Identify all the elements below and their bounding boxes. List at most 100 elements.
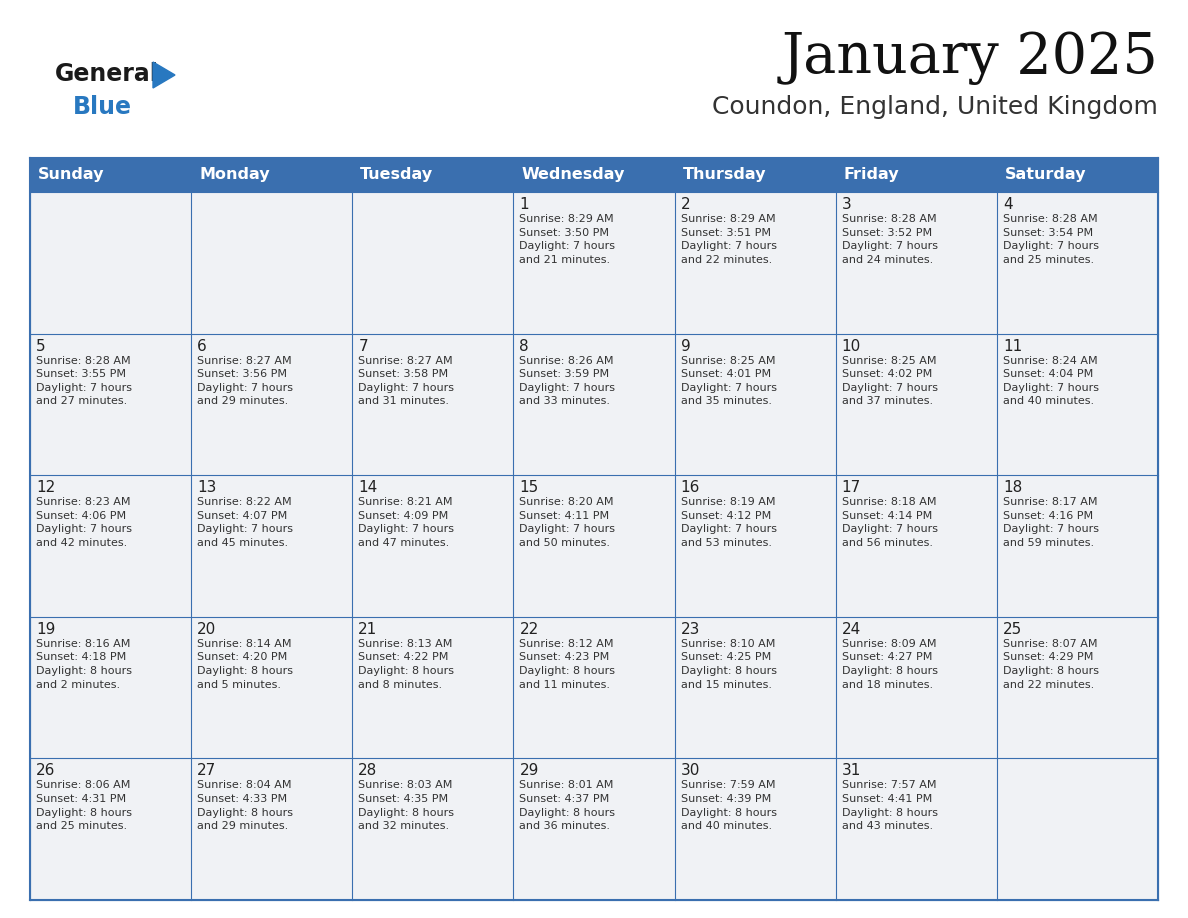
Text: 2: 2 (681, 197, 690, 212)
Bar (191, 617, 353, 758)
Text: Sunrise: 8:22 AM
Sunset: 4:07 PM
Daylight: 7 hours
and 45 minutes.: Sunrise: 8:22 AM Sunset: 4:07 PM Dayligh… (197, 498, 293, 548)
Text: 23: 23 (681, 621, 700, 637)
Bar (997, 192, 1158, 333)
Bar (191, 192, 353, 333)
Bar (675, 158, 835, 192)
Text: Sunrise: 8:27 AM
Sunset: 3:56 PM
Daylight: 7 hours
and 29 minutes.: Sunrise: 8:27 AM Sunset: 3:56 PM Dayligh… (197, 355, 293, 407)
Text: Sunrise: 8:14 AM
Sunset: 4:20 PM
Daylight: 8 hours
and 5 minutes.: Sunrise: 8:14 AM Sunset: 4:20 PM Dayligh… (197, 639, 293, 689)
Bar (191, 333, 353, 476)
Text: Sunrise: 8:28 AM
Sunset: 3:52 PM
Daylight: 7 hours
and 24 minutes.: Sunrise: 8:28 AM Sunset: 3:52 PM Dayligh… (842, 214, 937, 264)
Bar (30, 158, 191, 192)
Text: Sunrise: 8:04 AM
Sunset: 4:33 PM
Daylight: 8 hours
and 29 minutes.: Sunrise: 8:04 AM Sunset: 4:33 PM Dayligh… (197, 780, 293, 831)
Text: Sunrise: 8:16 AM
Sunset: 4:18 PM
Daylight: 8 hours
and 2 minutes.: Sunrise: 8:16 AM Sunset: 4:18 PM Dayligh… (36, 639, 132, 689)
Text: Sunrise: 8:19 AM
Sunset: 4:12 PM
Daylight: 7 hours
and 53 minutes.: Sunrise: 8:19 AM Sunset: 4:12 PM Dayligh… (681, 498, 777, 548)
Text: Sunrise: 8:20 AM
Sunset: 4:11 PM
Daylight: 7 hours
and 50 minutes.: Sunrise: 8:20 AM Sunset: 4:11 PM Dayligh… (519, 498, 615, 548)
Bar (30, 192, 191, 333)
Bar (353, 476, 513, 617)
Text: 27: 27 (197, 764, 216, 778)
Text: General: General (55, 62, 159, 86)
Text: Sunrise: 8:10 AM
Sunset: 4:25 PM
Daylight: 8 hours
and 15 minutes.: Sunrise: 8:10 AM Sunset: 4:25 PM Dayligh… (681, 639, 777, 689)
Text: 5: 5 (36, 339, 45, 353)
Bar (675, 192, 835, 333)
Text: Sunrise: 8:28 AM
Sunset: 3:55 PM
Daylight: 7 hours
and 27 minutes.: Sunrise: 8:28 AM Sunset: 3:55 PM Dayligh… (36, 355, 132, 407)
Text: 8: 8 (519, 339, 529, 353)
Bar (513, 758, 675, 900)
Bar (997, 758, 1158, 900)
Text: 13: 13 (197, 480, 216, 495)
Bar (353, 192, 513, 333)
Text: 24: 24 (842, 621, 861, 637)
Text: 17: 17 (842, 480, 861, 495)
Text: Sunrise: 8:07 AM
Sunset: 4:29 PM
Daylight: 8 hours
and 22 minutes.: Sunrise: 8:07 AM Sunset: 4:29 PM Dayligh… (1003, 639, 1099, 689)
Text: 26: 26 (36, 764, 56, 778)
Text: Sunrise: 8:17 AM
Sunset: 4:16 PM
Daylight: 7 hours
and 59 minutes.: Sunrise: 8:17 AM Sunset: 4:16 PM Dayligh… (1003, 498, 1099, 548)
Text: Sunrise: 8:28 AM
Sunset: 3:54 PM
Daylight: 7 hours
and 25 minutes.: Sunrise: 8:28 AM Sunset: 3:54 PM Dayligh… (1003, 214, 1099, 264)
Bar (835, 476, 997, 617)
Text: Sunrise: 8:27 AM
Sunset: 3:58 PM
Daylight: 7 hours
and 31 minutes.: Sunrise: 8:27 AM Sunset: 3:58 PM Dayligh… (359, 355, 454, 407)
Text: Friday: Friday (843, 167, 899, 183)
Bar (835, 158, 997, 192)
Text: January 2025: January 2025 (782, 30, 1158, 84)
Text: Sunrise: 7:57 AM
Sunset: 4:41 PM
Daylight: 8 hours
and 43 minutes.: Sunrise: 7:57 AM Sunset: 4:41 PM Dayligh… (842, 780, 937, 831)
Bar (353, 333, 513, 476)
Text: 12: 12 (36, 480, 56, 495)
Bar (191, 158, 353, 192)
Text: Monday: Monday (200, 167, 270, 183)
Text: 4: 4 (1003, 197, 1012, 212)
Bar (30, 617, 191, 758)
Bar (30, 333, 191, 476)
Text: Sunrise: 8:25 AM
Sunset: 4:01 PM
Daylight: 7 hours
and 35 minutes.: Sunrise: 8:25 AM Sunset: 4:01 PM Dayligh… (681, 355, 777, 407)
Text: Tuesday: Tuesday (360, 167, 434, 183)
Text: Sunrise: 8:21 AM
Sunset: 4:09 PM
Daylight: 7 hours
and 47 minutes.: Sunrise: 8:21 AM Sunset: 4:09 PM Dayligh… (359, 498, 454, 548)
Bar (675, 617, 835, 758)
Text: Blue: Blue (72, 95, 132, 119)
Bar (513, 617, 675, 758)
Text: 16: 16 (681, 480, 700, 495)
Text: 19: 19 (36, 621, 56, 637)
Text: 14: 14 (359, 480, 378, 495)
Bar (513, 158, 675, 192)
Text: Sunrise: 8:25 AM
Sunset: 4:02 PM
Daylight: 7 hours
and 37 minutes.: Sunrise: 8:25 AM Sunset: 4:02 PM Dayligh… (842, 355, 937, 407)
Text: Sunrise: 8:06 AM
Sunset: 4:31 PM
Daylight: 8 hours
and 25 minutes.: Sunrise: 8:06 AM Sunset: 4:31 PM Dayligh… (36, 780, 132, 831)
Text: 30: 30 (681, 764, 700, 778)
Text: 9: 9 (681, 339, 690, 353)
Text: 11: 11 (1003, 339, 1022, 353)
Text: Sunrise: 8:03 AM
Sunset: 4:35 PM
Daylight: 8 hours
and 32 minutes.: Sunrise: 8:03 AM Sunset: 4:35 PM Dayligh… (359, 780, 454, 831)
Bar (191, 758, 353, 900)
Bar (997, 158, 1158, 192)
Bar (675, 476, 835, 617)
Text: Sunrise: 7:59 AM
Sunset: 4:39 PM
Daylight: 8 hours
and 40 minutes.: Sunrise: 7:59 AM Sunset: 4:39 PM Dayligh… (681, 780, 777, 831)
Bar (835, 192, 997, 333)
Text: Sunrise: 8:09 AM
Sunset: 4:27 PM
Daylight: 8 hours
and 18 minutes.: Sunrise: 8:09 AM Sunset: 4:27 PM Dayligh… (842, 639, 937, 689)
Text: 15: 15 (519, 480, 538, 495)
Text: Sunrise: 8:23 AM
Sunset: 4:06 PM
Daylight: 7 hours
and 42 minutes.: Sunrise: 8:23 AM Sunset: 4:06 PM Dayligh… (36, 498, 132, 548)
Bar (353, 758, 513, 900)
Bar (353, 158, 513, 192)
Text: Sunrise: 8:24 AM
Sunset: 4:04 PM
Daylight: 7 hours
and 40 minutes.: Sunrise: 8:24 AM Sunset: 4:04 PM Dayligh… (1003, 355, 1099, 407)
Bar (675, 758, 835, 900)
Text: 28: 28 (359, 764, 378, 778)
Text: 7: 7 (359, 339, 368, 353)
Text: Sunrise: 8:18 AM
Sunset: 4:14 PM
Daylight: 7 hours
and 56 minutes.: Sunrise: 8:18 AM Sunset: 4:14 PM Dayligh… (842, 498, 937, 548)
Text: 29: 29 (519, 764, 539, 778)
Text: 31: 31 (842, 764, 861, 778)
Bar (513, 192, 675, 333)
Text: Sunrise: 8:13 AM
Sunset: 4:22 PM
Daylight: 8 hours
and 8 minutes.: Sunrise: 8:13 AM Sunset: 4:22 PM Dayligh… (359, 639, 454, 689)
Text: Saturday: Saturday (1005, 167, 1086, 183)
Bar (513, 333, 675, 476)
Bar (513, 476, 675, 617)
Bar (997, 617, 1158, 758)
Text: Sunrise: 8:26 AM
Sunset: 3:59 PM
Daylight: 7 hours
and 33 minutes.: Sunrise: 8:26 AM Sunset: 3:59 PM Dayligh… (519, 355, 615, 407)
Text: Wednesday: Wednesday (522, 167, 625, 183)
Text: 25: 25 (1003, 621, 1022, 637)
Text: 3: 3 (842, 197, 852, 212)
Bar (997, 476, 1158, 617)
Text: Sunrise: 8:12 AM
Sunset: 4:23 PM
Daylight: 8 hours
and 11 minutes.: Sunrise: 8:12 AM Sunset: 4:23 PM Dayligh… (519, 639, 615, 689)
Text: 21: 21 (359, 621, 378, 637)
Bar (353, 617, 513, 758)
Bar (835, 617, 997, 758)
Text: 1: 1 (519, 197, 529, 212)
Polygon shape (153, 62, 175, 88)
Bar (997, 333, 1158, 476)
Bar (835, 333, 997, 476)
